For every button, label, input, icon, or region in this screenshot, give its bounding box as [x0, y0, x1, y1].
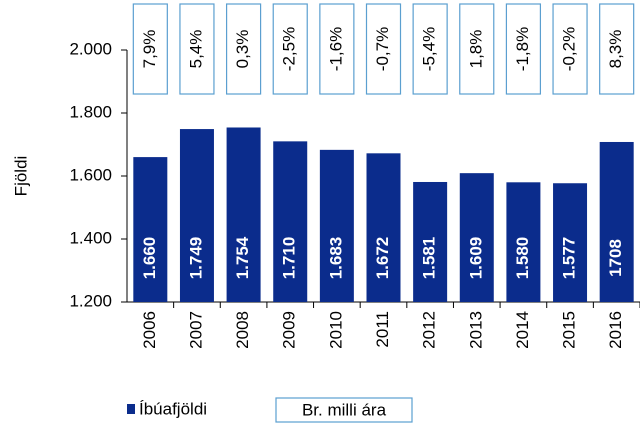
y-axis-label: Fjöldi	[11, 156, 30, 197]
x-tick-label: 2007	[186, 311, 205, 349]
bar-label: 1.609	[466, 237, 485, 280]
change-label: 5,4%	[186, 30, 205, 69]
bar-label: 1.580	[513, 237, 532, 280]
y-tick-label: 1.800	[69, 102, 112, 121]
bar	[226, 127, 261, 303]
x-tick-label: 2013	[466, 311, 485, 349]
change-box	[365, 3, 402, 95]
bar-label: 1.683	[326, 237, 345, 280]
change-box	[225, 3, 262, 95]
change-label: 8,3%	[606, 30, 625, 69]
change-box	[412, 3, 448, 95]
change-box	[179, 3, 215, 95]
x-tick-label: 2010	[326, 311, 345, 349]
x-tick-label: 2012	[420, 311, 439, 349]
bar-label: 1.660	[140, 237, 159, 280]
change-box	[319, 3, 355, 95]
bar-label: 1.710	[280, 237, 299, 280]
change-label: 1,8%	[466, 30, 485, 69]
bar	[319, 149, 354, 302]
bar	[506, 182, 541, 302]
x-tick-label: 2015	[560, 311, 579, 349]
legend-label: Br. milli ára	[302, 400, 387, 419]
change-box	[132, 3, 168, 95]
legend-label: Íbúafjöldi	[139, 399, 207, 418]
x-tick-label: 2009	[280, 311, 299, 349]
bar	[133, 157, 168, 302]
legend-box	[275, 397, 413, 423]
y-tick-label: 2.000	[69, 39, 112, 58]
change-label: 7,9%	[140, 30, 159, 69]
bar	[273, 141, 308, 302]
change-label: -1,6%	[326, 27, 345, 71]
x-tick-label: 2008	[233, 311, 252, 349]
change-label: -5,4%	[420, 27, 439, 71]
bar-label: 1.749	[186, 237, 205, 280]
change-label: -0,2%	[560, 27, 579, 71]
legend-swatch	[127, 404, 135, 414]
bar-label: 1.581	[420, 237, 439, 280]
bar-label: 1.577	[560, 237, 579, 280]
change-label: -0,7%	[373, 27, 392, 71]
y-tick-label: 1.200	[69, 291, 112, 310]
bar	[553, 183, 588, 302]
bar	[599, 141, 634, 302]
change-box	[272, 3, 308, 95]
bar-label: 1708	[606, 239, 625, 277]
bar-label: 1.754	[233, 236, 252, 279]
change-box	[459, 3, 495, 95]
change-box	[552, 3, 588, 95]
change-label: -2,5%	[280, 27, 299, 71]
bar	[179, 129, 214, 302]
bar	[459, 173, 494, 302]
y-tick-label: 1.400	[69, 228, 112, 247]
bar	[413, 181, 448, 302]
x-tick-label: 2016	[606, 311, 625, 349]
y-tick-label: 1.600	[69, 165, 112, 184]
x-tick-label: 2006	[140, 311, 159, 349]
change-box	[599, 3, 635, 95]
bar	[366, 153, 401, 302]
bar-label: 1.672	[373, 237, 392, 280]
x-tick-label: 2014	[513, 311, 532, 349]
change-box	[505, 3, 542, 95]
change-label: 0,3%	[233, 30, 252, 69]
change-label: -1,8%	[513, 27, 532, 71]
x-tick-label: 2011	[373, 311, 392, 348]
